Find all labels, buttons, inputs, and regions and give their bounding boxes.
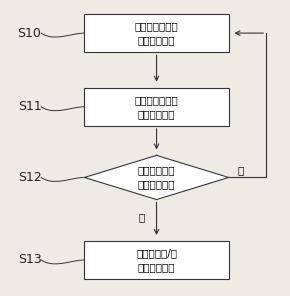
Text: 通知用户和/或
停止雨刷摆动: 通知用户和/或 停止雨刷摆动 (136, 248, 177, 272)
Polygon shape (84, 155, 229, 200)
Text: 是: 是 (139, 212, 145, 222)
Text: 否: 否 (237, 165, 243, 175)
Text: S13: S13 (18, 253, 41, 266)
Text: S10: S10 (18, 27, 41, 40)
Bar (84, 241, 229, 279)
Text: S12: S12 (18, 171, 41, 184)
Bar (84, 14, 229, 52)
Bar (84, 88, 229, 126)
Text: S11: S11 (18, 100, 41, 113)
Text: 检测雨刷在挡风
玻璃上的阻力: 检测雨刷在挡风 玻璃上的阻力 (135, 95, 178, 119)
Text: 所述阻力是否
大于第二阈值: 所述阻力是否 大于第二阈值 (138, 165, 175, 189)
Text: 根据检测结果自
调节雨刷速度: 根据检测结果自 调节雨刷速度 (135, 21, 178, 45)
